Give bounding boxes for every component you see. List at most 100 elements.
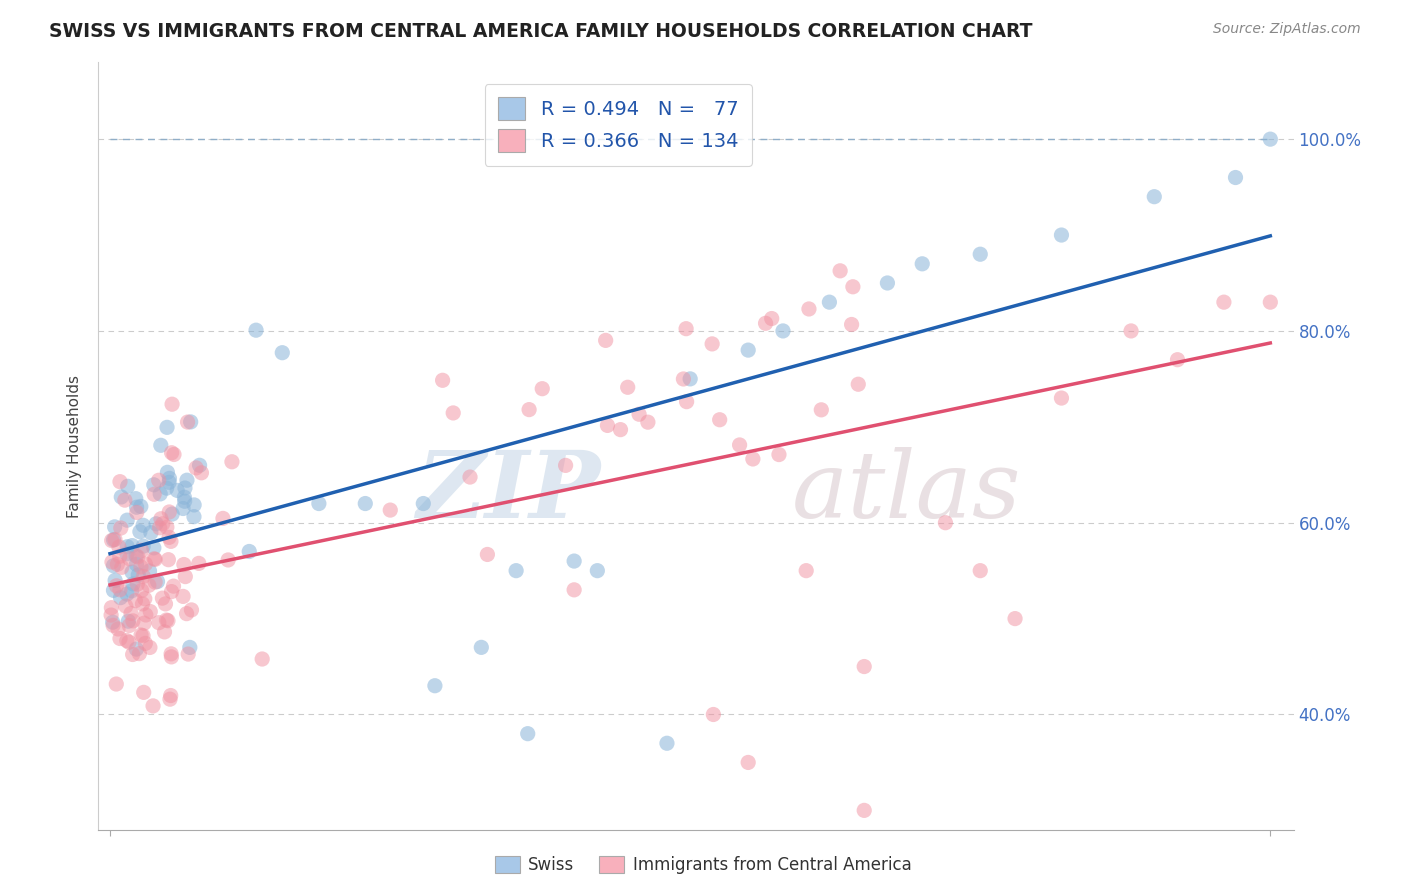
Point xyxy=(595,334,617,348)
Point xyxy=(190,466,212,480)
Point xyxy=(121,565,143,579)
Point xyxy=(135,607,157,622)
Point xyxy=(166,483,188,498)
Point xyxy=(174,569,197,583)
Point xyxy=(131,543,153,558)
Point xyxy=(173,494,195,508)
Point xyxy=(118,618,141,632)
Point xyxy=(238,544,260,558)
Point xyxy=(176,473,198,487)
Point xyxy=(1225,170,1247,185)
Point xyxy=(679,372,702,386)
Point xyxy=(129,500,152,514)
Point xyxy=(810,402,832,417)
Point xyxy=(728,438,751,452)
Point xyxy=(187,557,209,571)
Point xyxy=(132,616,155,631)
Point xyxy=(117,479,139,493)
Point xyxy=(176,415,198,429)
Point xyxy=(129,628,152,642)
Point xyxy=(143,552,166,566)
Point xyxy=(111,560,134,574)
Point xyxy=(794,564,817,578)
Point xyxy=(470,640,492,655)
Point xyxy=(212,511,235,525)
Point xyxy=(1004,612,1026,626)
Point xyxy=(596,418,619,433)
Point xyxy=(117,540,139,554)
Point xyxy=(554,458,576,473)
Point xyxy=(586,564,609,578)
Point xyxy=(741,452,763,467)
Point xyxy=(157,505,180,519)
Point xyxy=(143,487,166,501)
Point xyxy=(139,640,162,655)
Point xyxy=(160,584,183,599)
Point xyxy=(101,618,124,632)
Point xyxy=(1212,295,1234,310)
Point xyxy=(114,599,136,613)
Point xyxy=(969,247,991,261)
Point xyxy=(105,579,128,593)
Point xyxy=(139,605,162,619)
Point xyxy=(188,458,211,473)
Point xyxy=(842,280,865,294)
Point xyxy=(354,497,377,511)
Point xyxy=(125,642,148,657)
Point xyxy=(737,343,759,358)
Point xyxy=(103,533,125,547)
Point xyxy=(562,554,585,568)
Point xyxy=(432,373,454,387)
Legend: R = 0.494   N =   77, R = 0.366   N = 134: R = 0.494 N = 77, R = 0.366 N = 134 xyxy=(485,84,752,166)
Point xyxy=(830,264,852,278)
Point xyxy=(139,525,162,540)
Point xyxy=(160,647,183,661)
Point xyxy=(157,475,180,490)
Point xyxy=(818,295,841,310)
Point xyxy=(115,587,138,601)
Point xyxy=(160,649,183,664)
Point xyxy=(125,549,148,563)
Point xyxy=(174,481,197,495)
Point xyxy=(125,491,148,506)
Point xyxy=(616,380,638,394)
Point xyxy=(138,564,160,578)
Point xyxy=(121,539,143,553)
Point xyxy=(101,555,124,569)
Point xyxy=(129,524,152,539)
Point xyxy=(737,756,759,770)
Point xyxy=(159,689,181,703)
Point xyxy=(124,593,146,607)
Point xyxy=(160,446,183,460)
Point xyxy=(700,337,723,351)
Point xyxy=(107,558,129,572)
Point xyxy=(675,394,697,409)
Point xyxy=(132,569,155,583)
Point xyxy=(110,591,132,605)
Point xyxy=(173,558,195,572)
Point xyxy=(121,648,143,662)
Point xyxy=(153,624,176,639)
Point xyxy=(876,276,898,290)
Point xyxy=(115,547,138,561)
Point xyxy=(155,613,177,627)
Point xyxy=(156,614,179,628)
Point xyxy=(184,461,207,475)
Text: SWISS VS IMMIGRANTS FROM CENTRAL AMERICA FAMILY HOUSEHOLDS CORRELATION CHART: SWISS VS IMMIGRANTS FROM CENTRAL AMERICA… xyxy=(49,22,1033,41)
Y-axis label: Family Households: Family Households xyxy=(67,375,83,517)
Point xyxy=(562,582,585,597)
Point xyxy=(138,578,160,592)
Point xyxy=(127,549,149,564)
Point xyxy=(853,804,876,818)
Point xyxy=(134,591,156,606)
Point xyxy=(412,497,434,511)
Point xyxy=(1050,228,1073,243)
Point xyxy=(155,597,177,611)
Point xyxy=(110,490,132,504)
Point xyxy=(180,415,202,429)
Point xyxy=(672,372,695,386)
Point xyxy=(423,679,446,693)
Point xyxy=(250,652,273,666)
Point xyxy=(149,521,172,535)
Point xyxy=(477,548,499,562)
